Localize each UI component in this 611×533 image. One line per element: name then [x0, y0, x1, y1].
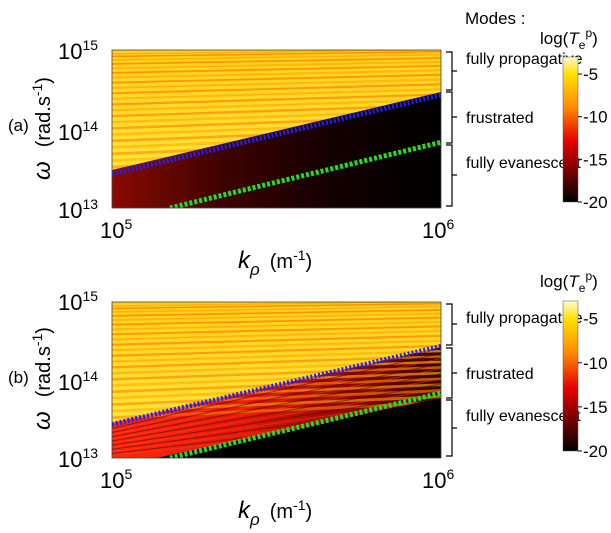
frustrated-streak [112, 373, 441, 438]
interference-band [112, 330, 441, 341]
mode-label-evanescent: fully evanescent [466, 408, 581, 425]
evanescent-line-b [169, 390, 441, 458]
light-line-b [112, 343, 441, 427]
interference-band [112, 325, 441, 336]
interference-band [112, 83, 441, 95]
y-tick-label: 1014 [58, 118, 98, 145]
mode-label-frustrated: frustrated [466, 110, 534, 127]
frustrated-streak [112, 393, 441, 446]
frustrated-streak [112, 368, 441, 436]
y-tick-label: 1015 [58, 37, 98, 64]
colorbar-b: log(Tep) -5 -10 -15 -20 [540, 269, 608, 461]
interference-band [112, 73, 441, 84]
heatmap-a [112, 50, 441, 208]
mode-label-propagative: fully propagative [466, 51, 583, 68]
interference-band [112, 88, 441, 100]
x-axis-label-b: kρ (m-1) [238, 497, 312, 529]
y-axis-label-b: ω(rad.s-1) [29, 327, 56, 430]
panel-b: (b) 1015 1014 1013 ω(rad.s-1) 105 106 kρ… [8, 269, 608, 529]
interference-band [112, 344, 441, 357]
interference-band [112, 334, 441, 346]
light-line-a [112, 92, 441, 177]
interference-band [112, 302, 441, 310]
y-tick-label: 1013 [58, 445, 98, 472]
mode-brackets-a [446, 51, 457, 207]
interference-band [112, 65, 441, 74]
modes-header: Modes : [465, 9, 525, 28]
interference-band [112, 395, 441, 413]
interference-band [112, 316, 441, 326]
mode-label-propagative: fully propagative [466, 310, 583, 327]
frustrated-region-a [112, 92, 441, 208]
x-tick-label: 106 [422, 216, 454, 243]
colorbar-tick-label: -20 [583, 442, 608, 461]
heatmap-b [112, 302, 441, 458]
interference-band [112, 305, 441, 313]
x-axis-label-a: kρ (m-1) [238, 247, 312, 279]
frustrated-streak [112, 388, 441, 444]
colorbar-a: log(Tep) -5 -10 -15 -20 [540, 26, 608, 212]
interference-band [112, 309, 441, 317]
interference-band [112, 60, 441, 70]
interference-band [112, 366, 441, 381]
colorbar-tick-label: -10 [583, 354, 608, 373]
colorbar-tick-label: -10 [583, 108, 608, 127]
y-tick-label: 1014 [58, 368, 98, 395]
interference-band [112, 93, 441, 106]
frustrated-streak [112, 352, 441, 429]
interference-band [112, 98, 441, 112]
panel-label-b: (b) [8, 368, 29, 387]
mode-label-frustrated: frustrated [466, 366, 534, 383]
y-tick-label: 1015 [58, 288, 98, 315]
interference-band [112, 321, 441, 331]
x-tick-label: 106 [422, 466, 454, 493]
colorbar-tick-label: -20 [583, 193, 608, 212]
frustrated-streak [112, 357, 441, 431]
interference-band [112, 371, 441, 387]
frustrated-streak [112, 378, 441, 440]
interference-band [112, 339, 441, 352]
y-axis-label-a: ω(rad.s-1) [29, 77, 56, 180]
interference-band [112, 53, 441, 61]
interference-band [112, 312, 441, 321]
x-tick-label: 105 [100, 466, 132, 493]
interference-band [112, 69, 441, 79]
panel-label-a: (a) [8, 116, 29, 135]
frustrated-streak [112, 383, 441, 442]
evanescent-line-a [169, 139, 441, 208]
frustrated-streak [112, 363, 441, 434]
panel-a: (a) 1015 1014 1013 ω(rad.s-1) 105 106 kρ… [8, 26, 608, 279]
colorbar-tick-label: -5 [583, 310, 598, 329]
colorbar-label-b: log(Tep) [540, 269, 598, 295]
interference-band [112, 50, 441, 58]
colorbar-tick-label: -15 [583, 398, 608, 417]
x-tick-label: 105 [100, 216, 132, 243]
interference-band [112, 78, 441, 89]
mode-label-evanescent: fully evanescent [466, 155, 581, 172]
interference-band [112, 349, 441, 363]
mode-brackets-b [446, 303, 457, 457]
y-tick-label: 1013 [58, 196, 98, 223]
interference-band [112, 57, 441, 65]
colorbar-label-a: log(Tep) [540, 26, 598, 52]
colorbar-tick-label: -5 [583, 65, 598, 84]
colorbar-tick-label: -15 [583, 150, 608, 169]
